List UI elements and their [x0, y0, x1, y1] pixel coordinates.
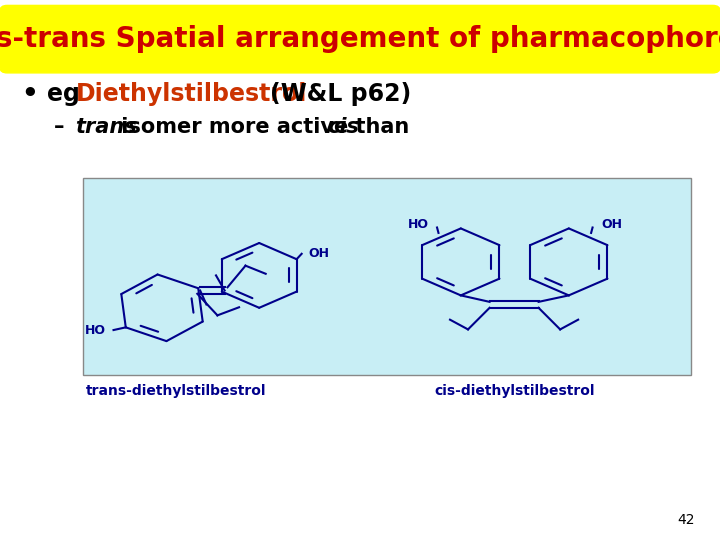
Text: trans: trans: [76, 117, 138, 137]
Text: eg: eg: [47, 83, 88, 106]
Text: cis: cis: [328, 117, 359, 137]
Text: OH: OH: [601, 218, 622, 231]
Text: (W&L p62): (W&L p62): [270, 83, 411, 106]
Bar: [83, 178, 691, 375]
FancyBboxPatch shape: [0, 5, 720, 73]
Text: Diethylstilbestrol: Diethylstilbestrol: [76, 83, 307, 106]
Text: isomer more active than: isomer more active than: [114, 117, 416, 137]
Text: cis-diethylstilbestrol: cis-diethylstilbestrol: [435, 384, 595, 399]
Text: •: •: [22, 82, 38, 107]
Text: OH: OH: [309, 247, 330, 260]
Text: Cis-trans Spatial arrangement of pharmacophores: Cis-trans Spatial arrangement of pharmac…: [0, 25, 720, 53]
Text: HO: HO: [408, 218, 428, 231]
Text: trans-diethylstilbestrol: trans-diethylstilbestrol: [86, 384, 266, 399]
Text: –: –: [54, 117, 72, 137]
Text: HO: HO: [86, 323, 107, 336]
Text: 42: 42: [678, 512, 695, 526]
